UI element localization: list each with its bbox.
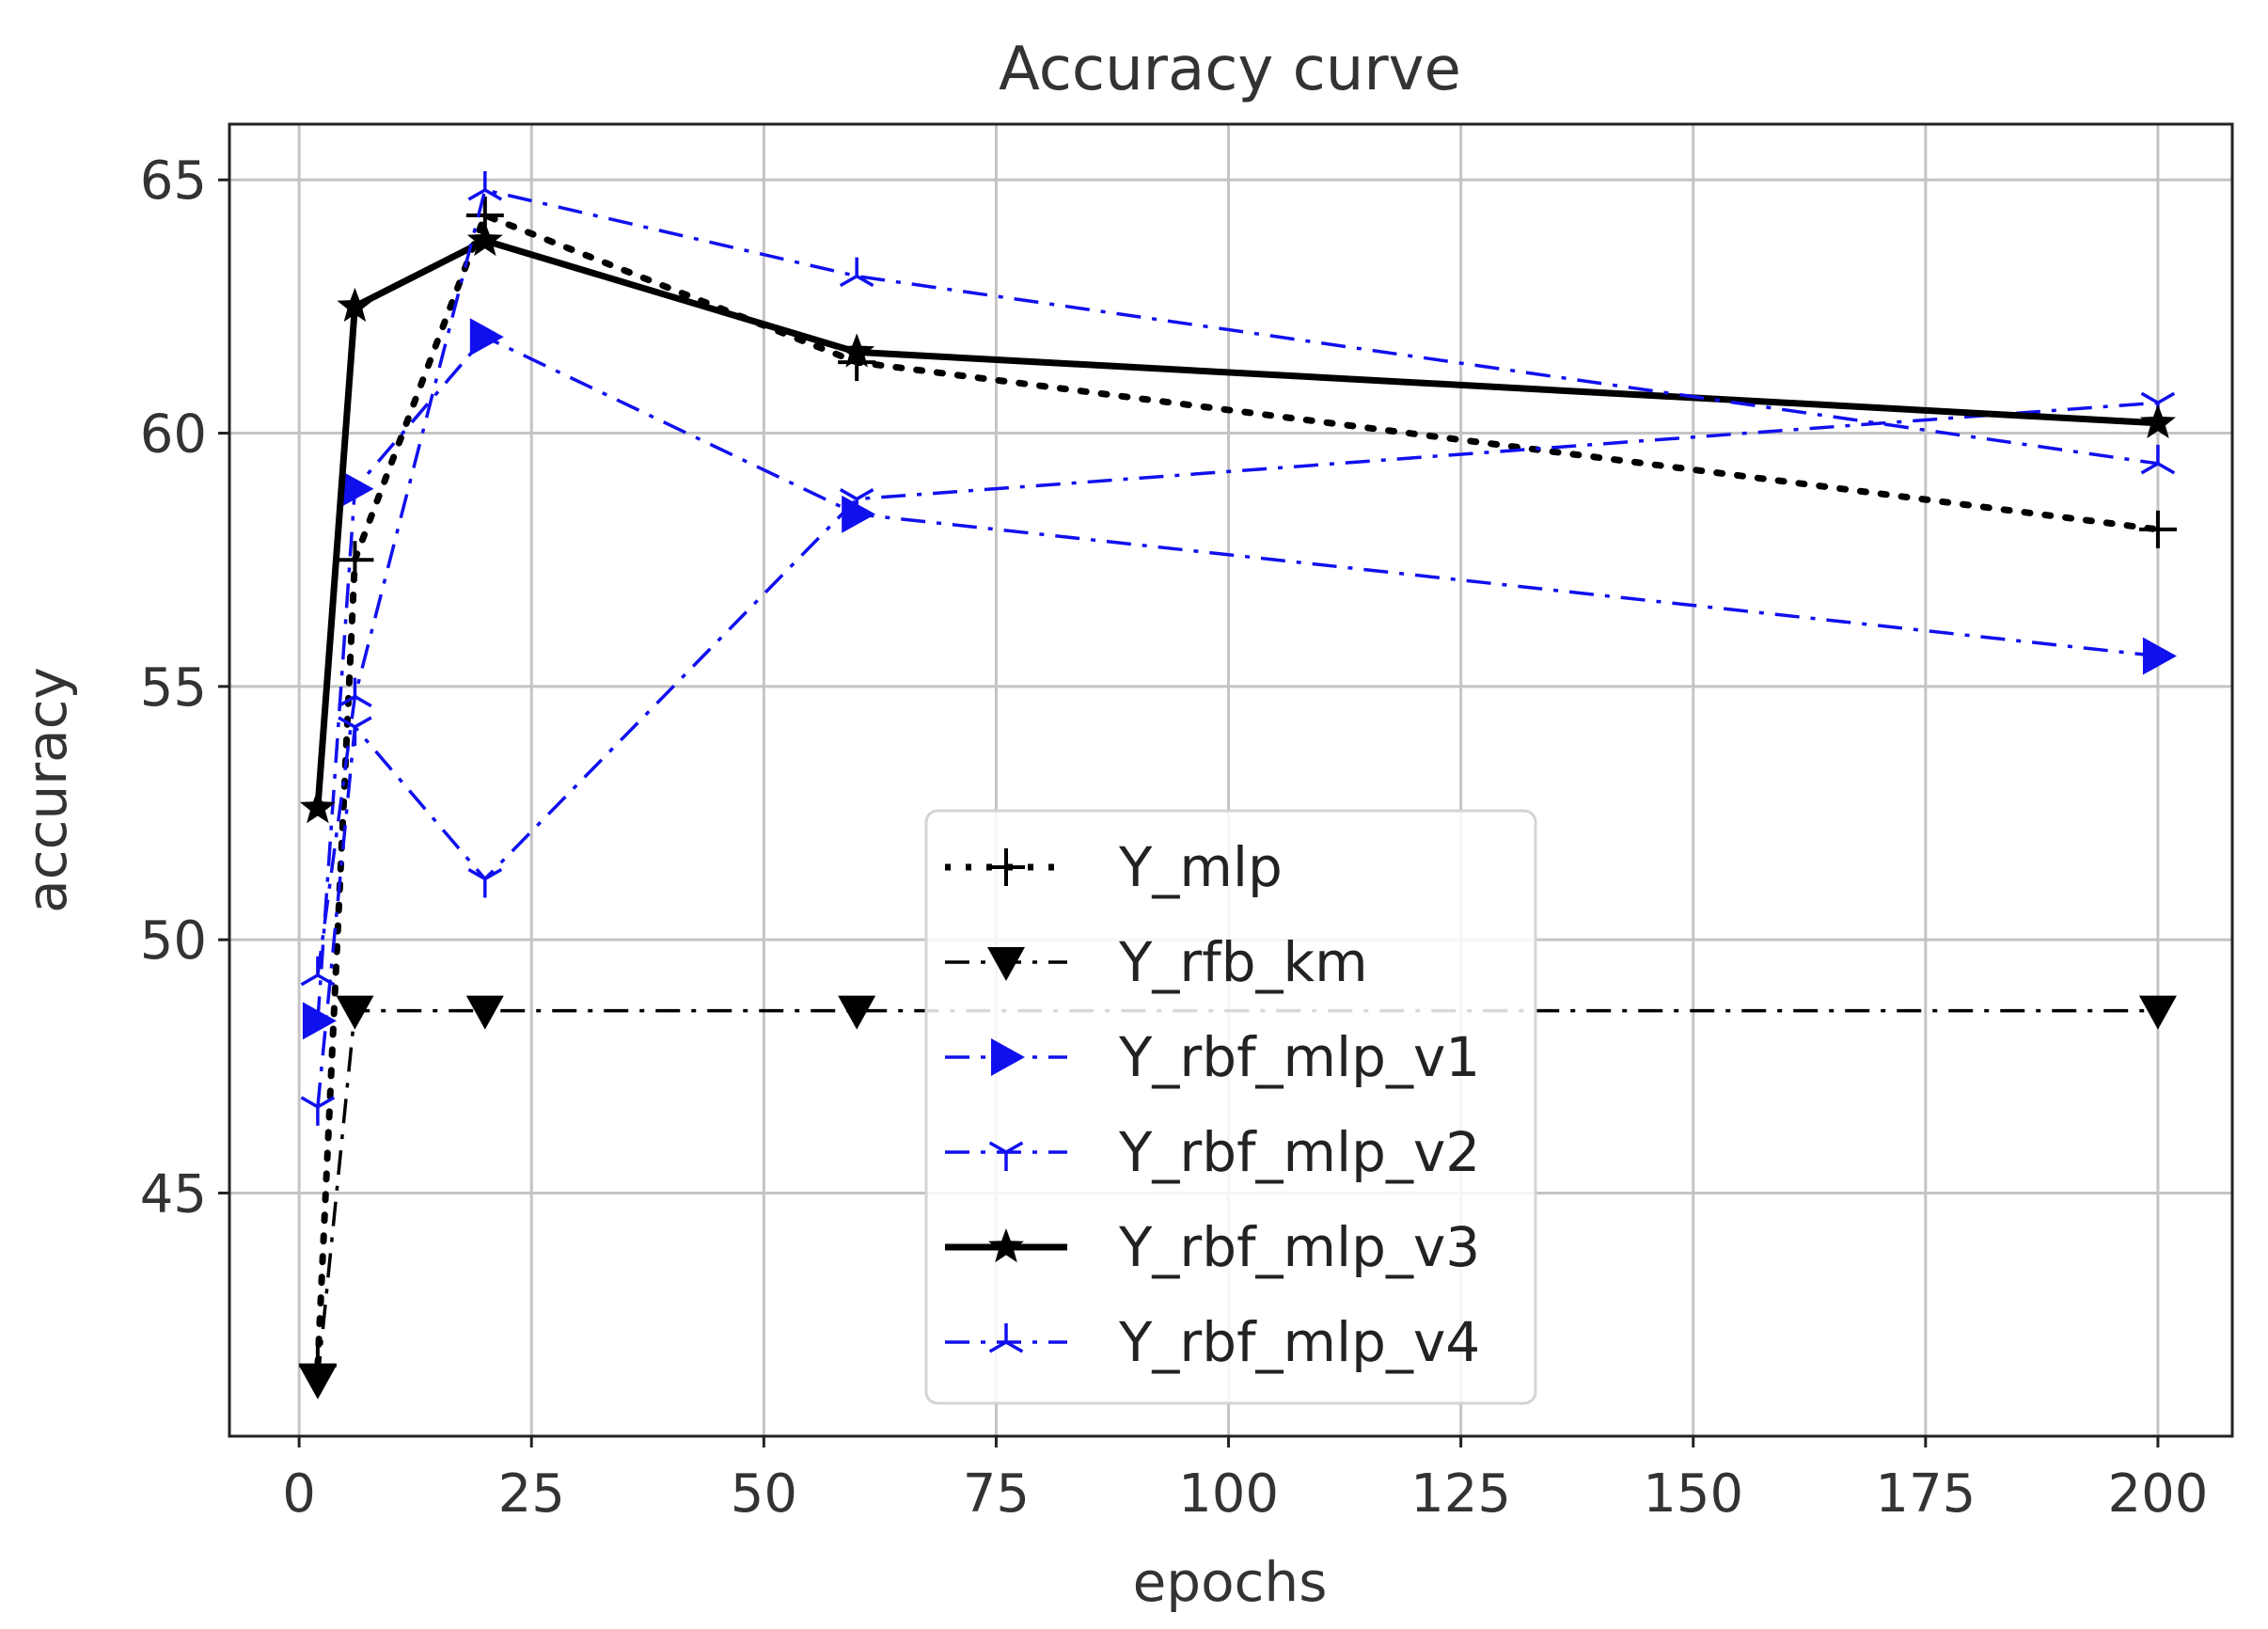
legend-swatch-marker (987, 947, 1025, 981)
data-point-Y_rbf_mlp_v4 (467, 171, 503, 201)
data-point-Y_rfb_km (465, 995, 504, 1030)
plot-frame (228, 122, 2234, 1438)
x-tick-label: 100 (1178, 1463, 1279, 1525)
x-tick-label: 0 (282, 1463, 316, 1525)
series-line-Y_rbf_mlp_v3 (314, 237, 2159, 809)
data-point-Y_rbf_mlp_v3 (299, 789, 336, 824)
data-point-Y_rbf_mlp_v1 (302, 1002, 337, 1040)
data-point-Y_rfb_km (2138, 995, 2177, 1030)
y-tick-label: 50 (140, 910, 207, 972)
legend: Y_mlp Y_rfb_km Y_rbf_mlp_v1 Y_rbf_mlp_v2 Y_r… (924, 809, 1537, 1405)
x-axis-label: epochs (1133, 1550, 1328, 1614)
legend-item-Y_rbf_mlp_v3: Y_rbf_mlp_v3 (945, 1215, 1480, 1279)
data-point-Y_rfb_km (838, 995, 876, 1030)
data-point-Y_rbf_mlp_v2 (338, 716, 372, 746)
grid-lines (229, 124, 2232, 1436)
data-point-Y_rbf_mlp_v2 (300, 1096, 336, 1126)
legend-swatch-marker (988, 1228, 1024, 1263)
data-point-Y_rbf_mlp_v2 (839, 488, 874, 518)
legend-swatch-marker (991, 1038, 1025, 1076)
legend-box (924, 809, 1537, 1405)
legend-swatch-marker (988, 1323, 1024, 1353)
legend-item-Y_rbf_mlp_v4: Y_rbf_mlp_v4 (945, 1310, 1480, 1374)
legend-item-Y_rbf_mlp_v2: Y_rbf_mlp_v2 (945, 1120, 1480, 1184)
data-point-Y_rbf_mlp_v3 (466, 221, 503, 257)
x-tick-label: 50 (731, 1463, 797, 1525)
data-point-Y_rbf_mlp_v4 (338, 677, 372, 708)
y-axis-label: accuracy (15, 667, 79, 913)
x-tick-label: 175 (1875, 1463, 1976, 1525)
series-Y_rbf_mlp_v2 (300, 391, 2176, 1126)
series-Y_rbf_mlp_v3 (299, 221, 2176, 824)
legend-item-Y_rbf_mlp_v1: Y_rbf_mlp_v1 (945, 1025, 1480, 1089)
y-tick-label: 45 (140, 1163, 207, 1225)
data-point-Y_rbf_mlp_v1 (842, 495, 876, 533)
legend-label: Y_rfb_km (1118, 930, 1368, 994)
x-tick-label: 150 (1643, 1463, 1743, 1525)
legend-label: Y_rbf_mlp_v1 (1118, 1025, 1480, 1089)
data-point-Y_rbf_mlp_v4 (300, 956, 336, 987)
data-point-Y_rbf_mlp_v4 (839, 257, 874, 288)
y-tick-label: 60 (140, 404, 207, 466)
data-point-Y_mlp (2138, 510, 2177, 548)
data-point-Y_rbf_mlp_v3 (337, 287, 373, 323)
series-line-Y_mlp (314, 212, 2162, 1369)
legend-label: Y_mlp (1118, 835, 1283, 899)
data-point-Y_rbf_mlp_v3 (839, 333, 875, 368)
data-point-Y_rbf_mlp_v2 (467, 868, 503, 898)
data-point-Y_rbf_mlp_v3 (2139, 403, 2176, 438)
legend-label: Y_rbf_mlp_v3 (1118, 1215, 1480, 1279)
legend-swatch-marker (987, 848, 1025, 886)
x-tick-label: 125 (1410, 1463, 1511, 1525)
series-Y_rbf_mlp_v1 (302, 318, 2177, 1040)
legend-item-Y_rfb_km: Y_rfb_km (945, 930, 1368, 994)
data-point-Y_mlp (336, 541, 374, 579)
x-tick-label: 200 (2107, 1463, 2208, 1525)
y-tick-label: 55 (140, 657, 207, 719)
data-point-Y_rbf_mlp_v1 (469, 318, 504, 356)
data-point-Y_rbf_mlp_v1 (339, 469, 374, 508)
data-point-Y_rbf_mlp_v4 (2140, 444, 2176, 475)
legend-swatch-marker (988, 1141, 1024, 1171)
data-point-Y_rfb_km (298, 1365, 337, 1400)
axis-ticks: 0 25 50 75 100 125 150 175 200 45 50 55 60 65 (140, 150, 2209, 1525)
series-Y_rbf_mlp_v4 (300, 171, 2176, 987)
legend-label: Y_rbf_mlp_v2 (1118, 1120, 1480, 1184)
legend-label: Y_rbf_mlp_v4 (1118, 1310, 1480, 1374)
y-tick-label: 65 (140, 150, 207, 212)
x-tick-label: 25 (498, 1463, 565, 1525)
legend-item-Y_mlp: Y_mlp (945, 835, 1283, 899)
chart-title: Accuracy curve (999, 35, 1461, 104)
data-point-Y_rfb_km (336, 995, 374, 1030)
series-line-Y_rbf_mlp_v4 (316, 188, 2159, 976)
x-tick-label: 75 (963, 1463, 1030, 1525)
data-point-Y_rbf_mlp_v1 (2142, 637, 2177, 675)
